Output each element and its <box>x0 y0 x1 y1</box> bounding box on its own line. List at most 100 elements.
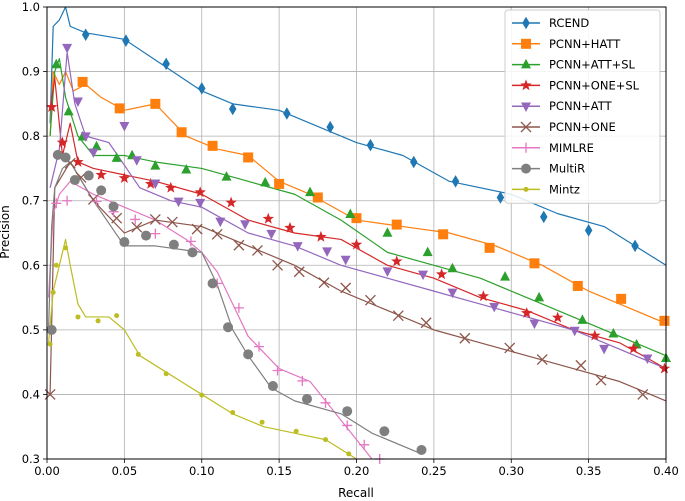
data-point-marker <box>119 237 130 248</box>
data-point-marker <box>221 171 232 181</box>
data-point-marker <box>77 76 88 87</box>
data-point-marker <box>260 176 271 187</box>
data-point-marker <box>51 198 62 209</box>
data-point-marker <box>63 245 69 251</box>
data-point-marker <box>382 227 393 237</box>
data-point-marker <box>359 439 370 450</box>
data-point-marker <box>534 291 545 302</box>
data-point-marker <box>315 230 327 242</box>
data-point-marker <box>131 221 143 233</box>
data-point-marker <box>262 212 274 224</box>
legend-marker-swatch <box>521 102 531 112</box>
data-point-marker <box>223 322 234 333</box>
data-point-marker <box>642 354 653 365</box>
x-tick-label: 0.05 <box>112 464 138 478</box>
data-point-marker <box>658 362 671 374</box>
data-point-marker <box>72 155 84 167</box>
legend-entry-label: PCNN+ONE+SL <box>549 78 640 92</box>
data-point-marker <box>122 34 130 47</box>
x-tick-label: 0.40 <box>653 464 679 478</box>
data-point-marker <box>198 82 206 95</box>
x-tick-label: 0.20 <box>344 464 370 478</box>
data-point-marker <box>292 242 303 252</box>
series-line-mintz <box>47 238 357 460</box>
data-point-marker <box>50 289 56 295</box>
data-point-marker <box>489 302 500 313</box>
data-point-marker <box>150 179 161 190</box>
y-tick-label: 1.0 <box>22 0 40 14</box>
data-point-marker <box>608 327 619 338</box>
data-point-marker <box>382 267 393 277</box>
y-tick-label: 0.7 <box>22 194 40 208</box>
data-point-marker <box>318 277 330 289</box>
data-point-marker <box>572 280 583 291</box>
data-point-marker <box>447 262 458 273</box>
data-point-marker <box>81 28 90 42</box>
data-point-marker <box>416 444 427 455</box>
data-point-marker <box>191 223 203 235</box>
y-tick-label: 0.8 <box>22 129 40 143</box>
data-point-marker <box>322 247 333 257</box>
y-axis-ticks: 0.3 0.4 0.5 0.6 0.7 0.8 0.9 1.0 <box>22 0 47 466</box>
legend-entry-label: PCNN+ATT <box>549 99 613 113</box>
series-line-multir <box>47 161 419 454</box>
data-point-marker <box>225 196 237 208</box>
data-point-marker <box>240 220 251 230</box>
data-point-marker <box>215 217 226 228</box>
legend-marker-swatch <box>521 38 531 49</box>
data-point-marker <box>283 107 291 120</box>
data-point-marker <box>504 342 516 354</box>
data-point-marker <box>346 451 352 457</box>
y-tick-label: 0.3 <box>22 452 40 466</box>
data-point-marker <box>91 196 102 207</box>
data-point-marker <box>233 302 244 313</box>
data-point-marker <box>243 152 254 163</box>
data-point-marker <box>141 230 152 241</box>
data-point-marker <box>162 57 170 71</box>
legend: RCEND PCNN+HATT PCNN+ATT+SL PCNN+ONE+SL PCNN… <box>504 9 661 204</box>
data-point-marker <box>595 374 607 386</box>
legend-entry-label: PCNN+HATT <box>549 37 621 51</box>
data-point-marker <box>243 349 254 360</box>
data-point-marker <box>144 177 157 189</box>
data-point-marker <box>589 329 601 341</box>
data-point-marker <box>60 152 71 163</box>
data-point-marker <box>88 148 99 159</box>
data-point-marker <box>536 354 548 366</box>
data-point-marker <box>131 156 142 166</box>
data-point-marker <box>459 332 471 344</box>
data-point-marker <box>114 313 120 319</box>
legend-marker-swatch <box>521 163 531 174</box>
legend-marker-swatch <box>522 16 530 30</box>
data-point-marker <box>207 278 218 289</box>
data-point-marker <box>575 359 587 371</box>
data-point-marker <box>435 268 448 280</box>
data-point-marker <box>410 155 418 169</box>
data-point-marker <box>114 103 125 114</box>
data-point-marker <box>272 259 284 271</box>
data-point-marker <box>45 101 58 112</box>
data-point-marker <box>451 175 460 188</box>
data-point-marker <box>56 136 69 148</box>
data-point-marker <box>297 375 308 386</box>
data-point-marker <box>233 239 245 251</box>
series-line-pcnn-att-sl <box>49 58 667 357</box>
data-point-marker <box>340 282 352 294</box>
data-point-marker <box>51 58 62 69</box>
legend-marker-swatch <box>521 142 531 153</box>
data-point-marker <box>119 122 130 132</box>
data-point-marker <box>118 172 131 183</box>
data-point-marker <box>108 201 119 212</box>
data-point-marker <box>47 341 53 347</box>
data-point-marker <box>72 97 83 108</box>
legend-marker-swatch <box>523 186 529 192</box>
data-point-marker <box>496 191 505 204</box>
data-point-marker <box>272 365 283 376</box>
data-point-marker <box>80 132 91 142</box>
data-point-marker <box>569 326 580 337</box>
data-point-marker <box>95 318 101 324</box>
data-point-marker <box>351 213 362 224</box>
data-point-marker <box>52 149 63 160</box>
legend-entry-label: PCNN+ONE <box>549 120 616 134</box>
legend-entry-label: Mintz <box>549 182 580 196</box>
